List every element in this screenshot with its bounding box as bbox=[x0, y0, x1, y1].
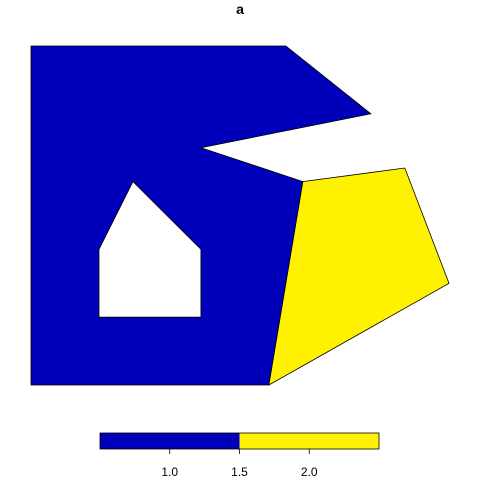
colorbar-legend: 1.0 1.5 2.0 bbox=[99, 432, 380, 479]
colorbar-bin-2 bbox=[239, 433, 379, 449]
map-features bbox=[30, 45, 450, 386]
colorbar-tick-label: 1.0 bbox=[161, 465, 178, 479]
colorbar-tick-label: 2.0 bbox=[301, 465, 318, 479]
chart-title: a bbox=[236, 1, 244, 17]
colorbar-bin-1 bbox=[100, 433, 240, 449]
map-polygon-2 bbox=[268, 167, 450, 386]
colorbar-tick-label: 1.5 bbox=[231, 465, 248, 479]
